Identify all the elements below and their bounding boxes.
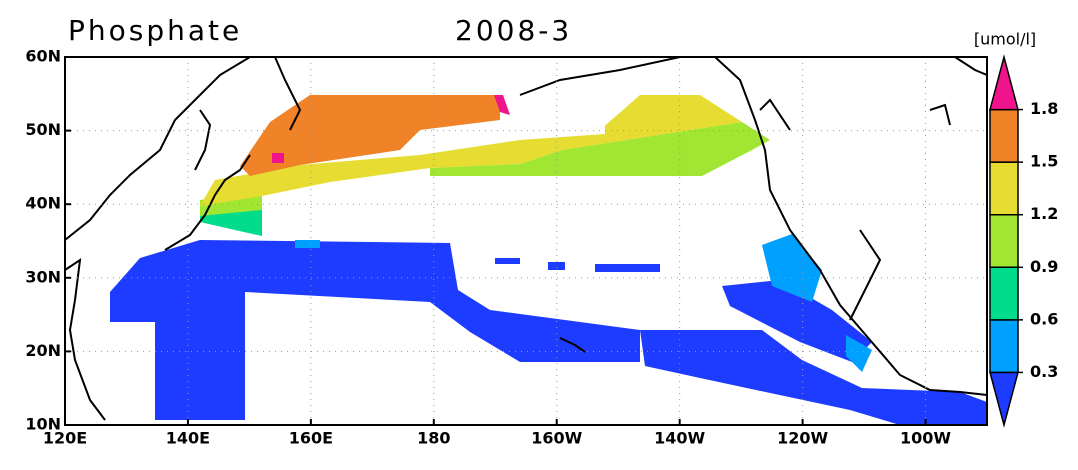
x-tick-label: 160W xyxy=(531,429,582,448)
plot-frame xyxy=(64,56,988,426)
colorbar-swatch xyxy=(989,54,1019,111)
colorbar-swatch xyxy=(989,108,1019,163)
y-tick-label: 10N xyxy=(25,415,61,434)
y-tick-label: 30N xyxy=(25,267,61,286)
x-tick-label: 120W xyxy=(777,429,828,448)
x-tick-label: 120E xyxy=(43,429,87,448)
x-tick-label: 140W xyxy=(654,429,705,448)
colorbar-label: 0.9 xyxy=(1030,257,1058,276)
y-tick-label: 60N xyxy=(25,47,61,66)
colorbar-swatch xyxy=(989,371,1019,428)
subtitle: 2008-3 xyxy=(455,14,572,47)
x-tick-label: 100W xyxy=(900,429,951,448)
unit: [umol/l] xyxy=(974,30,1036,49)
x-tick-label: 140E xyxy=(166,429,210,448)
y-tick-label: 40N xyxy=(25,194,61,213)
coastline xyxy=(64,56,988,421)
x-tick-label: 180 xyxy=(417,429,450,448)
phosphate-field xyxy=(110,95,987,425)
y-tick-label: 50N xyxy=(25,120,61,139)
colorbar xyxy=(989,54,1023,428)
title: Phosphate xyxy=(68,14,242,47)
colorbar-label: 0.6 xyxy=(1030,309,1058,328)
colorbar-label: 0.3 xyxy=(1030,362,1058,381)
colorbar-label: 1.5 xyxy=(1030,152,1058,171)
y-tick-label: 20N xyxy=(25,341,61,360)
colorbar-swatch xyxy=(989,213,1019,269)
x-tick-label: 160E xyxy=(289,429,333,448)
colorbar-swatch xyxy=(989,161,1019,216)
colorbar-swatch xyxy=(989,319,1019,374)
colorbar-swatch xyxy=(989,266,1019,321)
colorbar-label: 1.2 xyxy=(1030,204,1058,223)
grid xyxy=(64,56,987,426)
colorbar-label: 1.8 xyxy=(1030,99,1058,118)
